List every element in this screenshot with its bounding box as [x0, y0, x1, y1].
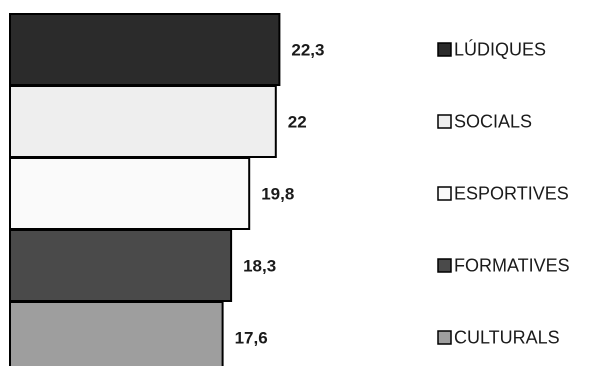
- legend-label-formatives: FORMATIVES: [454, 256, 570, 276]
- bar-ludiques: [9, 13, 281, 86]
- value-label-esportives: 19,8: [261, 185, 294, 204]
- bar-socials: [9, 85, 277, 158]
- legend-label-esportives: ESPORTIVES: [454, 184, 569, 204]
- bar-formatives: [9, 229, 233, 302]
- value-label-ludiques: 22,3: [291, 41, 324, 60]
- bar-culturals: [9, 301, 224, 366]
- bar-esportives: [9, 157, 251, 230]
- legend-label-ludiques: LÚDIQUES: [454, 39, 546, 60]
- legend-swatch-socials: [437, 114, 452, 129]
- value-labels-group: 22,3 22 19,8 18,3 17,6: [235, 41, 325, 348]
- legend-label-socials: SOCIALS: [454, 112, 532, 132]
- value-label-culturals: 17,6: [235, 329, 268, 348]
- bars-group: [9, 13, 281, 366]
- legend-swatch-esportives: [437, 186, 452, 201]
- legend-label-culturals: CULTURALS: [454, 328, 560, 348]
- legend-swatch-formatives: [437, 258, 452, 273]
- legend-swatch-ludiques: [437, 42, 452, 57]
- value-label-formatives: 18,3: [243, 257, 276, 276]
- legend-swatch-culturals: [437, 330, 452, 345]
- value-label-socials: 22: [288, 113, 307, 132]
- legend: LÚDIQUES SOCIALS ESPORTIVES FORMATIVES CULTU…: [437, 39, 570, 348]
